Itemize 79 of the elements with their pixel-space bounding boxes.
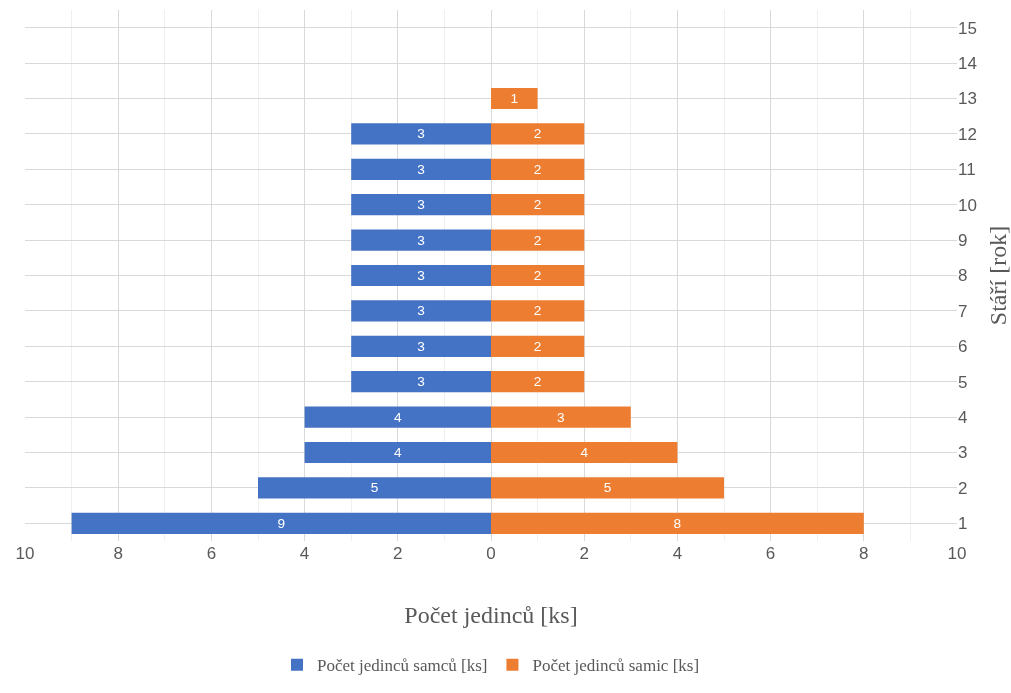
data-label: 3 [417,197,425,213]
x-axis-title: Počet jedinců [ks] [404,602,578,628]
y-tick-label: 15 [958,18,977,38]
data-label: 5 [370,480,379,496]
data-label: 3 [417,161,425,177]
bar [258,477,491,499]
y-tick-label: 4 [958,408,968,428]
bar [351,300,491,322]
data-label: 3 [417,126,425,142]
y-tick-label: 13 [958,89,977,109]
y-tick-label: 12 [958,124,977,144]
legend-label: Počet jedinců samic [ks] [532,656,700,676]
bar [491,441,678,464]
x-tick-label: 4 [299,544,310,563]
data-label: 2 [533,161,542,177]
y-tick-label: 9 [958,231,968,251]
bar [351,158,491,180]
bar [491,123,585,145]
y-tick-label: 3 [958,443,968,463]
x-tick-label: 8 [113,544,123,563]
bar [491,477,724,499]
data-label: 3 [417,303,425,319]
bar [491,194,585,216]
bar [351,264,491,287]
bar [491,335,585,357]
bar [351,371,491,393]
data-label: 8 [673,515,682,531]
bar [491,300,585,322]
y-tick-label: 6 [958,337,968,357]
data-label: 2 [533,126,542,142]
data-label: 5 [603,480,612,496]
bar [351,335,491,357]
y-axis-title: Stáří [rok] [985,225,1011,326]
bar [351,123,491,145]
data-label: 3 [557,409,565,425]
data-label: 2 [533,338,542,354]
data-label: 3 [417,374,425,390]
bar [351,194,491,216]
data-label: 4 [580,444,589,460]
x-tick-label: 2 [579,544,589,563]
data-label: 4 [394,409,403,425]
bar [491,158,585,180]
bar [71,512,491,534]
x-tick-label: 8 [859,544,869,563]
data-label: 9 [277,515,286,531]
data-label: 2 [533,303,542,319]
bar [491,264,585,287]
x-tick-label: 6 [765,544,776,563]
x-tick-label: 4 [672,544,683,563]
y-tick-label: 1 [958,514,968,534]
y-tick-label: 11 [958,160,976,180]
y-tick-label: 14 [958,54,977,74]
bar [491,406,631,428]
legend-label: Počet jedinců samců [ks] [317,656,488,676]
data-label: 3 [417,338,425,354]
data-label: 4 [394,444,403,460]
y-tick-label: 5 [958,372,968,392]
x-tick-label: 0 [486,544,496,563]
data-label: 2 [533,267,542,283]
data-label: 2 [533,374,542,390]
bar [491,229,585,251]
bar [491,87,538,110]
x-tick-label: 2 [393,544,403,563]
bar [491,371,585,393]
y-tick-label: 8 [958,266,968,286]
x-tick-label: 10 [15,544,35,563]
y-tick-label: 10 [958,195,977,215]
data-label: 2 [533,232,542,248]
bar [304,406,491,428]
data-label: 2 [533,197,542,213]
data-label: 1 [510,90,519,106]
data-label: 3 [417,267,425,283]
bar [351,229,491,251]
x-tick-label: 6 [206,544,217,563]
bar [304,441,491,464]
y-tick-label: 7 [958,301,968,321]
data-label: 3 [417,232,425,248]
bar [491,512,864,534]
y-tick-label: 2 [958,478,968,498]
